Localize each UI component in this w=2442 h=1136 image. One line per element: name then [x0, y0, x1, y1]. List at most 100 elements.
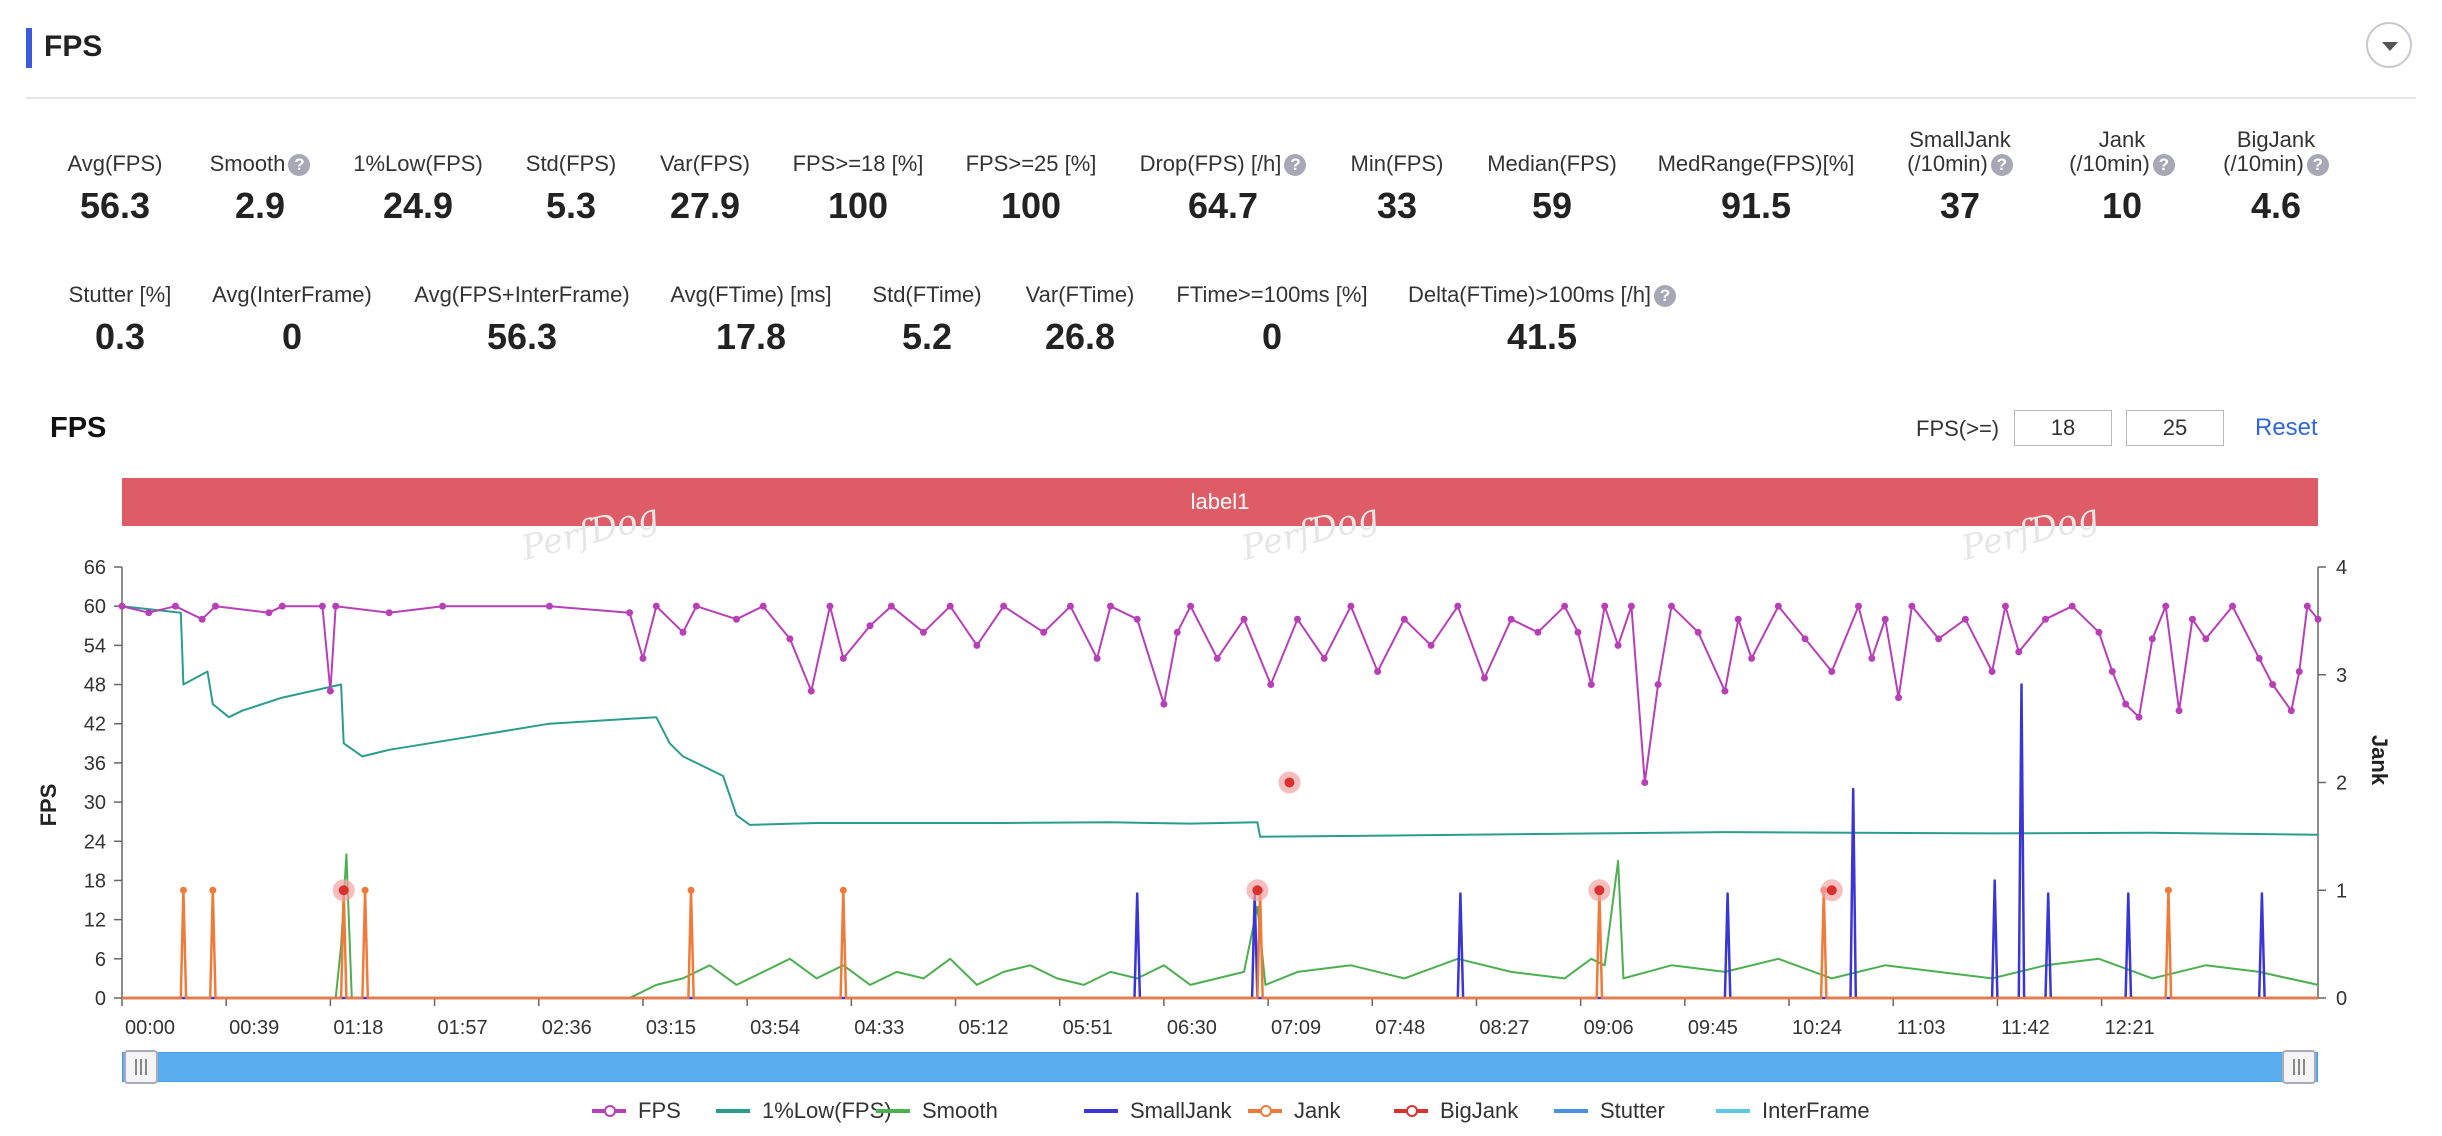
fps-point[interactable]: [759, 602, 767, 610]
bigjank-point[interactable]: [1284, 777, 1295, 788]
fps-point[interactable]: [212, 602, 220, 610]
fps-point[interactable]: [1801, 635, 1809, 643]
jank-point[interactable]: [209, 886, 217, 894]
collapse-button[interactable]: [2366, 22, 2412, 68]
help-icon[interactable]: ?: [1284, 154, 1307, 176]
fps-point[interactable]: [2068, 602, 2076, 610]
fps-point[interactable]: [1828, 667, 1836, 675]
fps-point[interactable]: [2015, 648, 2023, 656]
fps-point[interactable]: [2303, 602, 2311, 610]
label-banner[interactable]: label1: [122, 478, 2318, 526]
fps-point[interactable]: [786, 635, 794, 643]
fps-point[interactable]: [639, 654, 647, 662]
fps-point[interactable]: [2001, 602, 2009, 610]
help-icon[interactable]: ?: [2152, 154, 2175, 176]
fps-point[interactable]: [2175, 707, 2183, 715]
fps-point[interactable]: [946, 602, 954, 610]
help-icon[interactable]: ?: [1990, 154, 2013, 176]
fps-point[interactable]: [2269, 681, 2277, 689]
fps-point[interactable]: [2229, 602, 2237, 610]
fps-point[interactable]: [1561, 602, 1569, 610]
fps-point[interactable]: [1641, 779, 1649, 786]
fps-point[interactable]: [278, 602, 286, 610]
fps-point[interactable]: [1213, 654, 1221, 662]
fps-point[interactable]: [1240, 615, 1248, 623]
fps-point[interactable]: [1587, 681, 1595, 689]
bigjank-point[interactable]: [1594, 885, 1605, 896]
fps-point[interactable]: [1534, 628, 1542, 636]
fps-point[interactable]: [919, 628, 927, 636]
fps-point[interactable]: [1400, 615, 1408, 623]
jank-point[interactable]: [361, 886, 369, 894]
fps-point[interactable]: [1721, 687, 1729, 695]
fps-point[interactable]: [1507, 615, 1515, 623]
fps-point[interactable]: [2162, 602, 2170, 610]
fps-point[interactable]: [545, 602, 553, 610]
fps-point[interactable]: [1160, 700, 1168, 708]
bigjank-point[interactable]: [338, 885, 349, 896]
fps-point[interactable]: [1988, 667, 1996, 675]
fps-point[interactable]: [2095, 628, 2103, 636]
fps-point[interactable]: [1454, 602, 1462, 610]
fps-point[interactable]: [1427, 641, 1435, 649]
fps-point[interactable]: [1881, 615, 1889, 623]
fps-point[interactable]: [1734, 615, 1742, 623]
fps-point[interactable]: [732, 615, 740, 623]
fps-point[interactable]: [1000, 602, 1008, 610]
fps-point[interactable]: [866, 622, 874, 630]
fps-point[interactable]: [1374, 667, 1382, 675]
fps-point[interactable]: [1133, 615, 1141, 623]
help-icon[interactable]: ?: [2306, 154, 2329, 176]
fps-point[interactable]: [145, 609, 153, 617]
fps-point[interactable]: [1614, 641, 1622, 649]
fps-point[interactable]: [2108, 667, 2116, 675]
bigjank-point[interactable]: [1252, 885, 1263, 896]
fps-point[interactable]: [1187, 602, 1195, 610]
fps-point[interactable]: [2287, 707, 2295, 715]
slider-handle-left[interactable]: [124, 1050, 158, 1084]
jank-point[interactable]: [687, 886, 695, 894]
fps-point[interactable]: [2148, 635, 2156, 643]
fps-point[interactable]: [1895, 694, 1903, 702]
jank-point[interactable]: [179, 886, 187, 894]
fps-point[interactable]: [1040, 628, 1048, 636]
fps-point[interactable]: [439, 602, 447, 610]
fps-point[interactable]: [1908, 602, 1916, 610]
fps-point[interactable]: [1106, 602, 1114, 610]
fps-point[interactable]: [2042, 615, 2050, 623]
fps-point[interactable]: [826, 602, 834, 610]
fps-point[interactable]: [2122, 700, 2130, 708]
fps-point[interactable]: [2314, 615, 2322, 623]
time-range-slider[interactable]: [122, 1052, 2318, 1082]
fps-point[interactable]: [198, 615, 206, 623]
fps-point[interactable]: [1347, 602, 1355, 610]
fps-point[interactable]: [1480, 674, 1488, 682]
fps-point[interactable]: [171, 602, 179, 610]
fps-point[interactable]: [385, 609, 393, 617]
help-icon[interactable]: ?: [1654, 285, 1677, 307]
fps-point[interactable]: [839, 654, 847, 662]
fps-point[interactable]: [1748, 654, 1756, 662]
fps-point[interactable]: [1935, 635, 1943, 643]
fps-point[interactable]: [1654, 681, 1662, 689]
reset-button[interactable]: Reset: [2255, 414, 2318, 441]
fps-point[interactable]: [1868, 654, 1876, 662]
fps-point[interactable]: [1627, 602, 1635, 610]
fps-point[interactable]: [626, 609, 634, 617]
fps-point[interactable]: [1854, 602, 1862, 610]
fps-point[interactable]: [332, 602, 340, 610]
fps-point[interactable]: [807, 687, 815, 695]
fps-point[interactable]: [887, 602, 895, 610]
fps-point[interactable]: [2202, 635, 2210, 643]
fps-point[interactable]: [1066, 602, 1074, 610]
fps-point[interactable]: [1574, 628, 1582, 636]
fps-point[interactable]: [2255, 654, 2263, 662]
jank-point[interactable]: [839, 886, 847, 894]
fps-point[interactable]: [1774, 602, 1782, 610]
fps-threshold-input-1[interactable]: [2014, 410, 2112, 446]
fps-point[interactable]: [118, 602, 126, 610]
fps-point[interactable]: [1267, 681, 1275, 689]
fps-point[interactable]: [1694, 628, 1702, 636]
fps-point[interactable]: [652, 602, 660, 610]
